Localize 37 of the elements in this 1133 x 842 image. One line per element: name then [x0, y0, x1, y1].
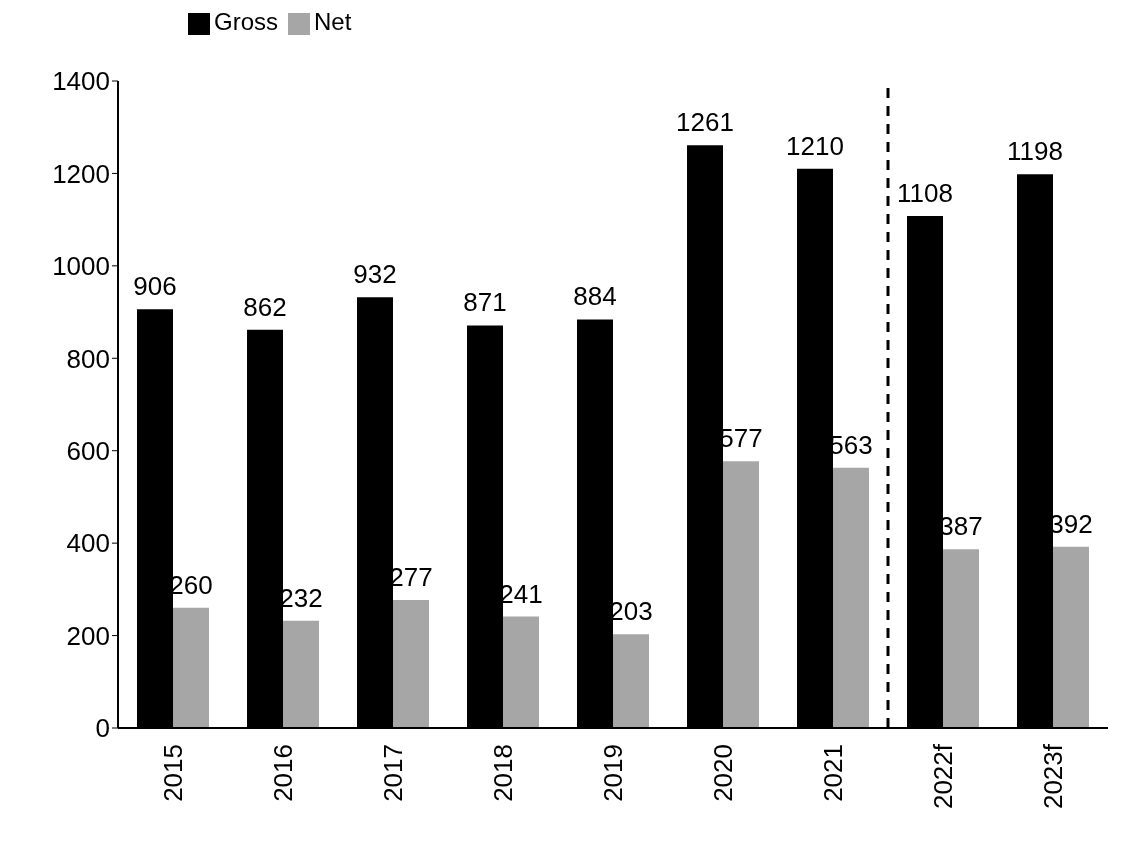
bar: [833, 467, 869, 728]
x-tick-label: 2018: [488, 744, 518, 802]
x-tick-label: 2019: [598, 744, 628, 802]
x-tick-label: 2021: [818, 744, 848, 802]
y-tick-label: 1000: [52, 251, 110, 282]
y-tick-label: 1400: [52, 66, 110, 97]
data-label: 862: [243, 291, 287, 322]
data-label: 906: [133, 271, 177, 302]
x-tick-label: 2016: [268, 744, 298, 802]
y-tick-label: 200: [66, 620, 110, 651]
bar: [503, 616, 539, 728]
data-label: 871: [463, 287, 507, 318]
bar: [283, 620, 319, 728]
data-label: 1108: [897, 177, 953, 208]
bar: [173, 607, 209, 728]
y-tick-label: 0: [95, 713, 110, 744]
legend-label: Gross: [214, 8, 279, 35]
x-tick-label: 2015: [158, 744, 188, 802]
y-tick-label: 1200: [52, 158, 110, 189]
data-label: 1198: [1007, 136, 1063, 167]
y-tick-label: 400: [66, 528, 110, 559]
bar: [1053, 546, 1089, 728]
y-tick-label: 600: [66, 435, 110, 466]
y-tick-label: 800: [66, 343, 110, 374]
bar: [943, 549, 979, 728]
x-tick-label: 2017: [378, 744, 408, 802]
bar: [393, 599, 429, 728]
data-label: 1210: [786, 130, 844, 161]
x-tick-label: 2020: [708, 744, 738, 802]
bar: [723, 461, 759, 728]
x-tick-label: 2023f: [1038, 743, 1068, 810]
data-label: 884: [573, 281, 617, 312]
data-label: 932: [353, 259, 397, 290]
legend-label: Net: [314, 8, 352, 35]
x-tick-label: 2022f: [928, 743, 958, 810]
bar: [613, 634, 649, 728]
data-label: 1261: [676, 107, 734, 138]
